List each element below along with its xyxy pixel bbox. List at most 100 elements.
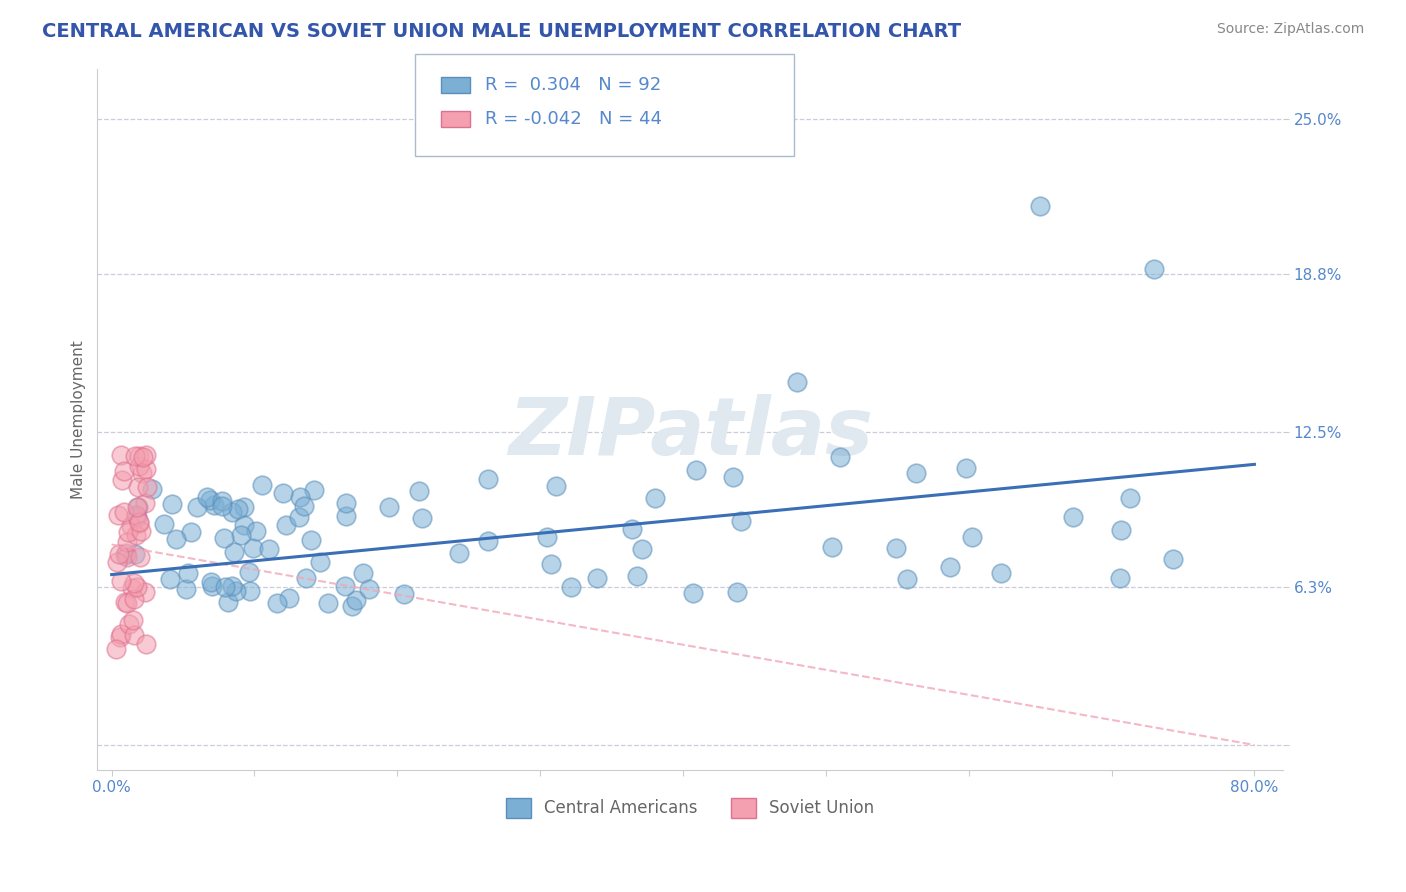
Point: [408, 483, 430, 498]
Point: [135, 449, 157, 463]
Point: [122, 591, 145, 606]
Point: [131, 466, 153, 480]
Point: [359, 582, 381, 596]
Point: [117, 524, 139, 539]
Point: [238, 565, 260, 579]
Point: [340, 599, 363, 614]
Text: Source: ZipAtlas.com: Source: ZipAtlas.com: [1216, 22, 1364, 37]
Point: [1143, 262, 1166, 277]
Point: [200, 492, 222, 507]
Point: [990, 566, 1012, 581]
Point: [245, 524, 267, 538]
Point: [107, 508, 129, 523]
Point: [586, 571, 609, 585]
Point: [786, 375, 808, 389]
Point: [955, 461, 977, 475]
Point: [271, 486, 294, 500]
Point: [115, 549, 138, 564]
Point: [682, 586, 704, 600]
Point: [122, 576, 145, 591]
Point: [186, 500, 208, 515]
Point: [257, 542, 280, 557]
Point: [122, 613, 145, 627]
Point: [211, 499, 233, 513]
Point: [411, 511, 433, 525]
Point: [111, 473, 134, 487]
Text: ZIPatlas: ZIPatlas: [508, 394, 873, 472]
Point: [960, 530, 983, 544]
Point: [217, 595, 239, 609]
Point: [201, 579, 224, 593]
Point: [546, 479, 568, 493]
Point: [1111, 523, 1133, 537]
Point: [110, 626, 132, 640]
Point: [821, 541, 844, 555]
Point: [221, 579, 243, 593]
Point: [536, 530, 558, 544]
Point: [725, 584, 748, 599]
Point: [134, 585, 156, 599]
Point: [135, 462, 157, 476]
Text: CENTRAL AMERICAN VS SOVIET UNION MALE UNEMPLOYMENT CORRELATION CHART: CENTRAL AMERICAN VS SOVIET UNION MALE UN…: [42, 22, 962, 41]
Point: [1119, 491, 1142, 505]
Point: [352, 566, 374, 580]
Point: [221, 505, 243, 519]
Point: [125, 508, 148, 523]
Point: [124, 628, 146, 642]
Point: [939, 560, 962, 574]
Point: [378, 500, 401, 515]
Point: [1029, 199, 1052, 213]
Point: [124, 449, 146, 463]
Point: [250, 478, 273, 492]
Point: [195, 491, 218, 505]
Point: [308, 556, 330, 570]
Point: [112, 464, 135, 478]
Point: [114, 548, 136, 562]
Point: [131, 524, 153, 538]
Point: [114, 595, 136, 609]
Point: [159, 572, 181, 586]
Point: [287, 510, 309, 524]
Point: [905, 466, 928, 480]
Point: [540, 558, 562, 572]
Point: [233, 500, 256, 515]
Point: [128, 516, 150, 530]
Point: [239, 584, 262, 599]
Point: [125, 510, 148, 524]
Y-axis label: Male Unemployment: Male Unemployment: [72, 340, 86, 499]
Point: [299, 533, 322, 548]
Point: [165, 533, 187, 547]
Text: R = -0.042   N = 44: R = -0.042 N = 44: [485, 110, 662, 128]
Point: [477, 534, 499, 549]
Point: [266, 596, 288, 610]
Legend: Central Americans, Soviet Union: Central Americans, Soviet Union: [499, 791, 882, 825]
Point: [134, 496, 156, 510]
Point: [115, 596, 138, 610]
Point: [277, 591, 299, 606]
Point: [335, 508, 357, 523]
Point: [174, 582, 197, 596]
Point: [118, 617, 141, 632]
Point: [180, 524, 202, 539]
Point: [128, 459, 150, 474]
Point: [222, 545, 245, 559]
Point: [129, 549, 152, 564]
Point: [242, 541, 264, 555]
Point: [884, 541, 907, 555]
Point: [115, 546, 138, 560]
Point: [335, 579, 357, 593]
Point: [830, 450, 852, 464]
Point: [120, 519, 142, 533]
Point: [153, 516, 176, 531]
Point: [621, 522, 644, 536]
Point: [104, 642, 127, 657]
Point: [108, 630, 131, 644]
Point: [316, 596, 339, 610]
Point: [160, 497, 183, 511]
Point: [477, 471, 499, 485]
Point: [132, 450, 155, 464]
Point: [200, 575, 222, 590]
Point: [211, 494, 233, 508]
Point: [232, 517, 254, 532]
Point: [108, 547, 131, 561]
